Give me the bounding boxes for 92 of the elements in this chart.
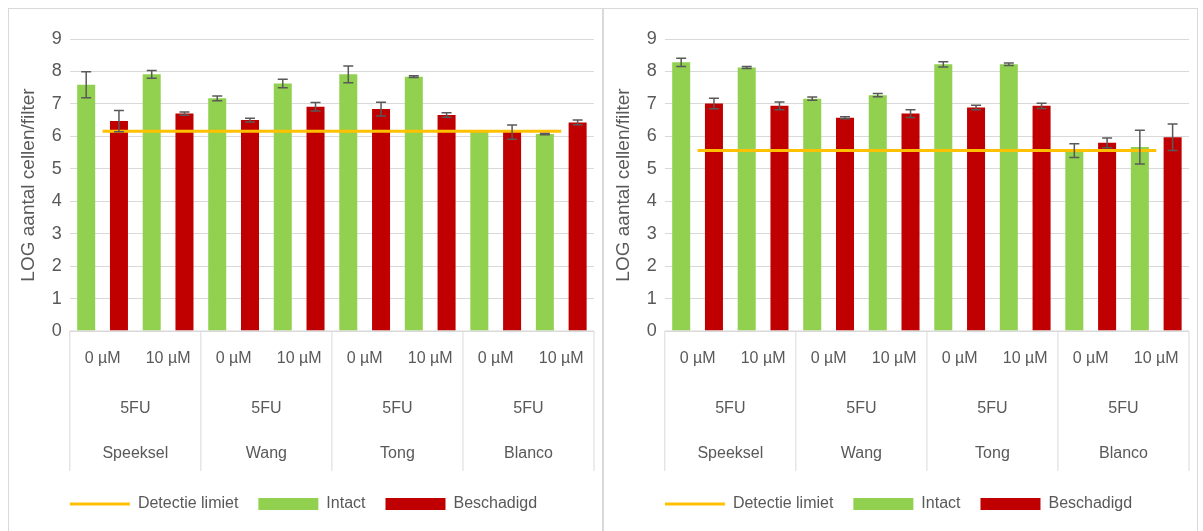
text: Tong: [975, 444, 1010, 462]
bar: [672, 62, 691, 331]
bar: [999, 64, 1018, 331]
x-tick-label: 0 µM: [477, 349, 514, 367]
x-tick-label: 0 µM: [215, 349, 252, 367]
text: 5FU: [715, 399, 746, 417]
bar: [737, 67, 756, 331]
y-tick-label: 8: [51, 60, 62, 81]
text: Speeksel: [102, 444, 169, 462]
text: 5FU: [513, 399, 544, 417]
y-axis-title: LOG aantal cellen/filter: [611, 87, 633, 282]
x-tick-label: 0 µM: [941, 349, 978, 367]
bar: [77, 84, 96, 331]
x-tick-label: 10 µM: [871, 349, 917, 367]
bar: [1130, 147, 1149, 331]
y-tick-label: 4: [51, 190, 62, 211]
text: 5FU: [977, 399, 1008, 417]
text: 5FU: [251, 399, 282, 417]
bar: [868, 95, 887, 331]
bar: [273, 83, 292, 331]
legend-label: Detectie limiet: [137, 494, 239, 512]
bar: [142, 74, 161, 331]
text: 5FU: [1108, 399, 1139, 417]
bar: [306, 106, 325, 331]
x-tick-label: 0 µM: [679, 349, 716, 367]
bar: [503, 132, 522, 331]
y-tick-label: 2: [646, 255, 657, 276]
bar: [803, 98, 822, 331]
bar: [704, 103, 723, 331]
text: 5FU: [846, 399, 877, 417]
x-tick-label: 10 µM: [276, 349, 322, 367]
bar: [1163, 137, 1182, 331]
y-tick-label: 7: [646, 92, 657, 113]
bar: [372, 109, 391, 331]
bar: [240, 120, 260, 331]
y-tick-label: 1: [646, 287, 657, 308]
text: Tong: [380, 444, 415, 462]
y-axis-title: LOG aantal cellen/filter: [16, 87, 38, 282]
text: Blanco: [1099, 444, 1149, 462]
x-tick-label: 10 µM: [1002, 349, 1048, 367]
y-tick-label: 3: [646, 222, 657, 243]
legend-label: Beschadigd: [1048, 494, 1133, 512]
legend-label: Intact: [921, 494, 962, 512]
y-tick-label: 2: [51, 255, 62, 276]
y-tick-label: 6: [51, 125, 62, 146]
x-tick-label: 10 µM: [407, 349, 453, 367]
text: 5FU: [382, 399, 413, 417]
legend-label: Beschadigd: [453, 494, 538, 512]
bar: [208, 98, 227, 331]
y-tick-label: 1: [51, 287, 62, 308]
bar: [934, 64, 953, 331]
y-tick-label: 9: [646, 27, 657, 48]
bar: [901, 113, 920, 331]
x-tick-label: 10 µM: [740, 349, 786, 367]
text: 5FU: [120, 399, 151, 417]
bar: [1032, 105, 1051, 331]
x-tick-label: 0 µM: [810, 349, 847, 367]
x-tick-label: 10 µM: [145, 349, 191, 367]
y-tick-label: 9: [51, 27, 62, 48]
x-tick-label: 10 µM: [538, 349, 584, 367]
y-tick-label: 4: [646, 190, 657, 211]
bar: [175, 113, 194, 331]
legend-label: Detectie limiet: [732, 494, 834, 512]
text: Speeksel: [697, 444, 764, 462]
y-tick-label: 5: [51, 157, 62, 178]
x-tick-label: 10 µM: [1133, 349, 1179, 367]
bar: [1098, 142, 1117, 331]
bar: [568, 122, 587, 331]
bar: [967, 107, 986, 331]
bar: [835, 117, 855, 331]
x-tick-label: 0 µM: [1072, 349, 1109, 367]
text: Wang: [245, 444, 287, 462]
bar: [1065, 150, 1084, 331]
bar: [109, 121, 128, 331]
y-tick-label: 3: [51, 222, 62, 243]
text: Wang: [840, 444, 882, 462]
bar: [470, 131, 489, 331]
bar: [770, 105, 789, 331]
bar: [339, 74, 358, 331]
legend-label: Intact: [326, 494, 367, 512]
x-tick-label: 0 µM: [84, 349, 121, 367]
y-tick-label: 7: [51, 92, 62, 113]
y-tick-label: 8: [646, 60, 657, 81]
y-tick-label: 0: [51, 319, 62, 340]
y-tick-label: 6: [646, 125, 657, 146]
x-tick-label: 0 µM: [346, 349, 383, 367]
text: Blanco: [504, 444, 554, 462]
bar: [404, 76, 423, 331]
bar: [535, 134, 554, 331]
y-tick-label: 5: [646, 157, 657, 178]
bar: [437, 114, 456, 331]
y-tick-label: 0: [646, 319, 657, 340]
